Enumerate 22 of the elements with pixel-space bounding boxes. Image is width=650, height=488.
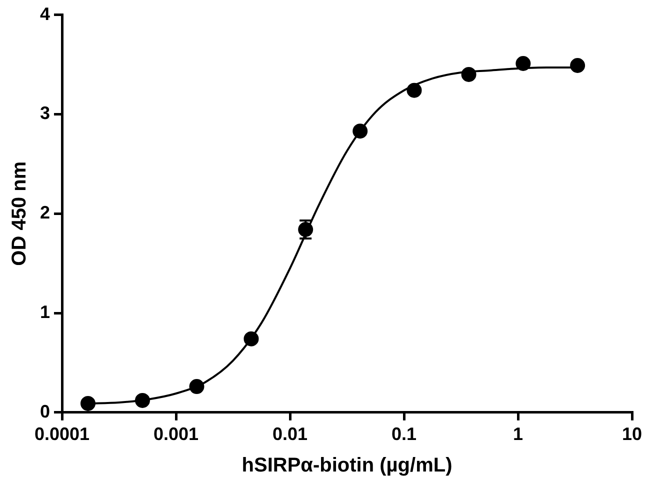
- y-tick-label: 4: [40, 4, 50, 24]
- x-tick-label: 0.1: [391, 424, 417, 444]
- point: [461, 66, 476, 82]
- x-tick-label: 1: [512, 424, 524, 444]
- y-axis-title: OD 450 nm: [8, 161, 31, 266]
- x-axis-title: hSIRPα-biotin (µg/mL): [242, 454, 452, 477]
- y-tick-label: 0: [40, 401, 50, 422]
- x-tick-label: 0.01: [272, 424, 308, 444]
- point: [80, 396, 96, 411]
- x-tick-label: 0.0001: [34, 424, 90, 444]
- point: [570, 58, 586, 73]
- y-tick-label: 1: [40, 302, 50, 322]
- point: [352, 124, 368, 139]
- point: [244, 331, 259, 346]
- y-tick-label: 2: [40, 202, 50, 223]
- point: [406, 82, 422, 98]
- x-tick-label: 10: [622, 424, 642, 444]
- point: [134, 392, 150, 408]
- point: [516, 56, 531, 72]
- point: [189, 379, 204, 394]
- y-tick-label: 3: [40, 103, 50, 124]
- x-tick-label: 0.001: [153, 424, 199, 444]
